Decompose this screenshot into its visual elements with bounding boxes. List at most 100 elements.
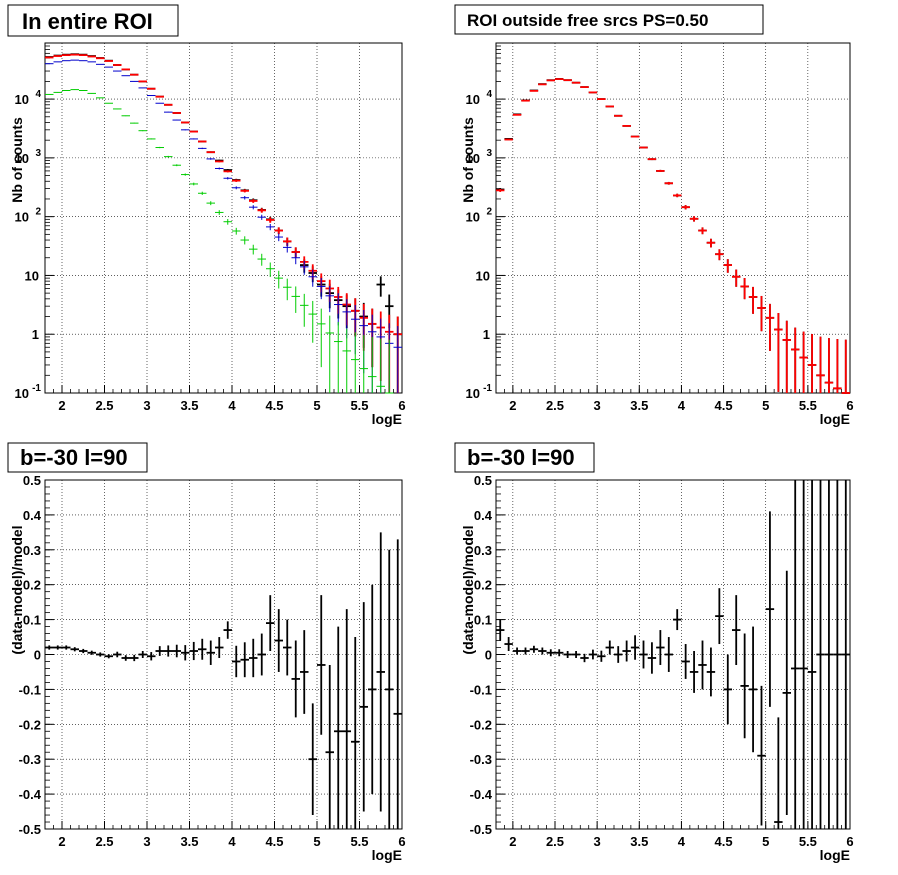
residual-series: [45, 532, 402, 829]
panel-4-title: b=-30 l=90: [467, 445, 575, 470]
series-3: [45, 89, 394, 394]
x-tick-label: 2.5: [95, 834, 113, 849]
y-tick-label-exponent: 2: [486, 207, 492, 218]
y-tick-label: -0.5: [19, 822, 41, 837]
y-tick-label: 10: [466, 151, 480, 166]
x-tick-label: 3: [594, 834, 601, 849]
panel-3: b=-30 l=90 2 2.5 3 3.5 4 4.5 5 5.5 6 -0.5 -0.4 -0.3…: [7, 442, 406, 863]
y-tick-label-exponent: 4: [486, 89, 492, 100]
plot-area-4: 2 2.5 3 3.5 4 4.5 5 5.5 6 -0.5 -0.4 -0.3 -0.2 -0.1 0 0.…: [470, 473, 854, 849]
y-tick-label: 10: [15, 92, 29, 107]
x-tick-label: 2.5: [95, 398, 113, 413]
y-tick-label: 10: [466, 92, 480, 107]
y-tick-label: 0.4: [474, 508, 493, 523]
y-tick-label: -0.1: [19, 682, 41, 697]
y-tick-label-exponent: 4: [35, 89, 41, 100]
x-tick-label: 2: [58, 398, 65, 413]
x-tick-label: 3.5: [180, 834, 198, 849]
y-tick-label: 0.2: [23, 578, 41, 593]
panel-2: ROI outside free srcs PS=0.50 2 2.5 3 3.5 4 4…: [454, 4, 854, 427]
x-tick-label: 5.5: [799, 398, 817, 413]
y-tick-label: 0.1: [23, 613, 41, 628]
x-tick-label: 4: [678, 398, 686, 413]
series-1: [496, 78, 850, 394]
x-tick-label: 3: [143, 834, 150, 849]
plot-frame-1: [44, 42, 403, 394]
y-tick-label-exponent: 3: [35, 148, 41, 159]
y-tick-label: 0.4: [23, 508, 42, 523]
x-tick-label: 6: [398, 834, 405, 849]
panel-1-title: In entire ROI: [22, 9, 153, 34]
x-tick-label: 6: [398, 398, 405, 413]
x-tick-label: 5.5: [350, 398, 368, 413]
x-tick-label: 4.5: [265, 834, 283, 849]
panel-2-xlabel: logE: [820, 411, 850, 427]
y-tick-label: -0.4: [19, 787, 42, 802]
x-tick-label: 2: [509, 398, 516, 413]
y-tick-label: -0.2: [470, 717, 492, 732]
panel-4-ylabel: (data-model)/model: [460, 525, 476, 654]
x-tick-label: 5: [762, 398, 769, 413]
y-tick-label: 0.5: [23, 473, 41, 488]
panel-4-xlabel: logE: [820, 847, 850, 863]
y-tick-label: 10: [15, 386, 29, 401]
x-tick-label: 5.5: [350, 834, 368, 849]
y-tick-label: 10: [466, 386, 480, 401]
x-tick-label: 2.5: [546, 834, 564, 849]
x-tick-label: 3: [143, 398, 150, 413]
residual-series: [496, 480, 850, 829]
y-tick-label: 10: [15, 210, 29, 225]
y-tick-label-exponent: -1: [483, 383, 492, 394]
y-tick-label: 0.5: [474, 473, 492, 488]
x-tick-label: 6: [846, 398, 853, 413]
y-tick-label: -0.3: [19, 752, 41, 767]
x-tick-label: 3.5: [180, 398, 198, 413]
x-tick-label: 3: [594, 398, 601, 413]
x-tick-label: 4.5: [715, 834, 733, 849]
y-tick-label: 0.3: [23, 543, 41, 558]
x-tick-label: 6: [846, 834, 853, 849]
x-tick-label: 4.5: [715, 398, 733, 413]
panel-1-ylabel: Nb of counts: [9, 117, 25, 203]
y-tick-label-exponent: -1: [32, 383, 41, 394]
y-tick-label: 1: [32, 327, 39, 342]
y-tick-label: -0.3: [470, 752, 492, 767]
panel-3-ylabel: (data-model)/model: [9, 525, 25, 654]
title-box-1: [7, 4, 179, 37]
plot-area-3: 2 2.5 3 3.5 4 4.5 5 5.5 6 -0.5 -0.4 -0.3 -0.2 -0.1 0 0.…: [19, 473, 406, 849]
y-tick-label: -0.4: [470, 787, 493, 802]
y-tick-label-exponent: 2: [35, 207, 41, 218]
title-box-3: [7, 442, 148, 473]
panel-1-xlabel: logE: [372, 411, 402, 427]
x-tick-label: 3.5: [630, 398, 648, 413]
y-tick-label: 10: [476, 268, 490, 283]
x-tick-label: 4: [678, 834, 686, 849]
y-tick-label: 0.3: [474, 543, 492, 558]
x-tick-label: 2.5: [546, 398, 564, 413]
y-tick-label: 10: [25, 268, 39, 283]
x-tick-label: 5.5: [799, 834, 817, 849]
panel-1: In entire ROI 2 2.5 3 3.5 4 4.5 5 5.5 610 -111010…: [7, 4, 406, 427]
x-tick-label: 2: [58, 834, 65, 849]
title-box-4: [454, 442, 595, 473]
x-tick-label: 5: [313, 398, 320, 413]
y-tick-label: -0.2: [19, 717, 41, 732]
panel-3-xlabel: logE: [372, 847, 402, 863]
x-tick-label: 4: [228, 834, 236, 849]
y-tick-label: 1: [483, 327, 490, 342]
panel-4: b=-30 l=90 2 2.5 3 3.5 4 4.5 5 5.5 6 -0.5 -0.4 -0.3…: [454, 442, 854, 863]
title-box-2: [454, 4, 764, 35]
y-tick-label: 0.2: [474, 578, 492, 593]
y-tick-label-exponent: 3: [486, 148, 492, 159]
x-tick-label: 4.5: [265, 398, 283, 413]
y-tick-label: 10: [466, 210, 480, 225]
y-tick-label: 0: [485, 648, 492, 663]
plot-frame-2: [495, 42, 851, 394]
x-tick-label: 2: [509, 834, 516, 849]
panel-3-title: b=-30 l=90: [20, 445, 128, 470]
y-tick-label: 0: [34, 648, 41, 663]
x-tick-label: 5: [313, 834, 320, 849]
